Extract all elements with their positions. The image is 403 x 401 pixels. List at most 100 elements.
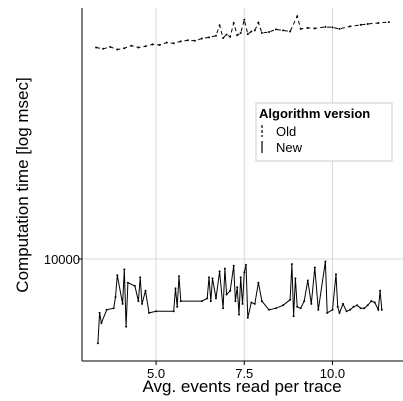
- series-line-old: [96, 14, 389, 51]
- data-point-new: [349, 308, 352, 311]
- data-point-old: [299, 27, 302, 30]
- data-point-old: [218, 24, 221, 27]
- data-point-new: [139, 276, 142, 279]
- data-point-new: [96, 342, 99, 345]
- data-point-old: [377, 22, 380, 24]
- data-point-new: [303, 300, 306, 303]
- data-point-new: [229, 289, 232, 292]
- data-point-old: [225, 33, 228, 36]
- data-point-new: [289, 298, 292, 301]
- data-point-new: [342, 302, 344, 305]
- x-tick-label: 5.0: [147, 366, 165, 381]
- data-point-new: [179, 300, 182, 303]
- data-point-new: [116, 274, 119, 277]
- y-axis-label: Computation time [log msec]: [13, 77, 32, 292]
- data-point-old: [289, 30, 292, 33]
- data-point-new: [238, 313, 240, 316]
- data-point-old: [387, 21, 390, 24]
- data-point-new: [250, 301, 253, 304]
- data-point-new: [317, 308, 320, 311]
- data-point-new: [243, 271, 246, 274]
- data-point-old: [229, 35, 232, 38]
- data-point-new: [114, 296, 117, 298]
- data-point-new: [253, 302, 256, 305]
- data-point-new: [345, 310, 348, 313]
- data-point-new: [200, 300, 203, 303]
- data-point-new: [356, 304, 359, 307]
- data-point-new: [268, 308, 270, 311]
- data-point-old: [324, 25, 327, 28]
- data-point-old: [253, 29, 256, 32]
- data-point-old: [246, 33, 249, 36]
- data-point-old: [116, 48, 119, 51]
- data-point-new: [208, 276, 210, 279]
- data-point-old: [95, 46, 98, 49]
- data-point-new: [294, 277, 297, 280]
- data-point-old: [193, 39, 196, 42]
- data-point-old: [338, 27, 341, 30]
- legend: Algorithm version Old New: [255, 102, 393, 162]
- data-point-old: [130, 44, 133, 47]
- data-point-new: [296, 305, 299, 308]
- data-point-new: [373, 301, 376, 304]
- data-point-new: [178, 275, 180, 278]
- data-point-old: [331, 26, 334, 29]
- data-point-new: [112, 307, 115, 310]
- series-line-new: [97, 261, 383, 344]
- data-point-old: [313, 27, 316, 30]
- data-point-new: [123, 268, 126, 271]
- data-point-new: [215, 297, 217, 300]
- data-point-new: [222, 307, 225, 310]
- data-point-new: [126, 281, 129, 284]
- data-point-old: [296, 15, 299, 18]
- data-point-old: [260, 32, 263, 34]
- tick-labels: 5.0 7.5 10.0 10000: [44, 252, 345, 381]
- data-point-old: [243, 18, 246, 21]
- data-point-old: [172, 42, 175, 45]
- data-point-new: [121, 302, 124, 305]
- data-point-new: [211, 277, 214, 280]
- data-point-old: [165, 41, 168, 44]
- data-point-new: [336, 305, 339, 308]
- data-point-new: [232, 264, 235, 267]
- data-point-old: [102, 47, 105, 50]
- data-point-old: [236, 34, 239, 37]
- data-point-old: [232, 22, 235, 24]
- legend-title: Algorithm version: [259, 106, 370, 121]
- y-tick-label: 10000: [44, 252, 80, 267]
- tick-marks: [78, 258, 333, 365]
- data-point-new: [234, 300, 237, 303]
- data-point-new: [380, 308, 383, 311]
- data-point-new: [366, 304, 369, 307]
- data-point-new: [144, 289, 147, 292]
- data-point-old: [215, 34, 217, 37]
- data-point-new: [209, 300, 212, 303]
- data-point-new: [338, 311, 341, 314]
- data-point-new: [257, 281, 260, 284]
- x-tick-label: 10.0: [320, 366, 345, 381]
- data-point-old: [306, 26, 309, 29]
- data-point-old: [137, 46, 140, 49]
- legend-box: [255, 102, 393, 162]
- data-point-new: [377, 308, 380, 311]
- data-point-new: [241, 302, 244, 305]
- data-point-new: [98, 311, 101, 314]
- grid-lines: [82, 8, 403, 361]
- data-point-new: [218, 270, 221, 273]
- data-point-new: [174, 287, 177, 290]
- data-point-old: [109, 45, 112, 48]
- data-point-old: [222, 37, 225, 39]
- data-point-new: [100, 322, 103, 324]
- data-point-old: [144, 45, 147, 48]
- data-point-new: [176, 305, 179, 308]
- data-point-new: [172, 310, 175, 313]
- data-point-new: [105, 308, 108, 311]
- data-point-old: [208, 36, 210, 39]
- data-point-new: [363, 307, 366, 310]
- data-point-new: [310, 302, 313, 305]
- data-point-new: [292, 315, 295, 318]
- data-point-new: [352, 305, 355, 308]
- data-point-old: [268, 31, 270, 33]
- data-point-old: [275, 28, 277, 31]
